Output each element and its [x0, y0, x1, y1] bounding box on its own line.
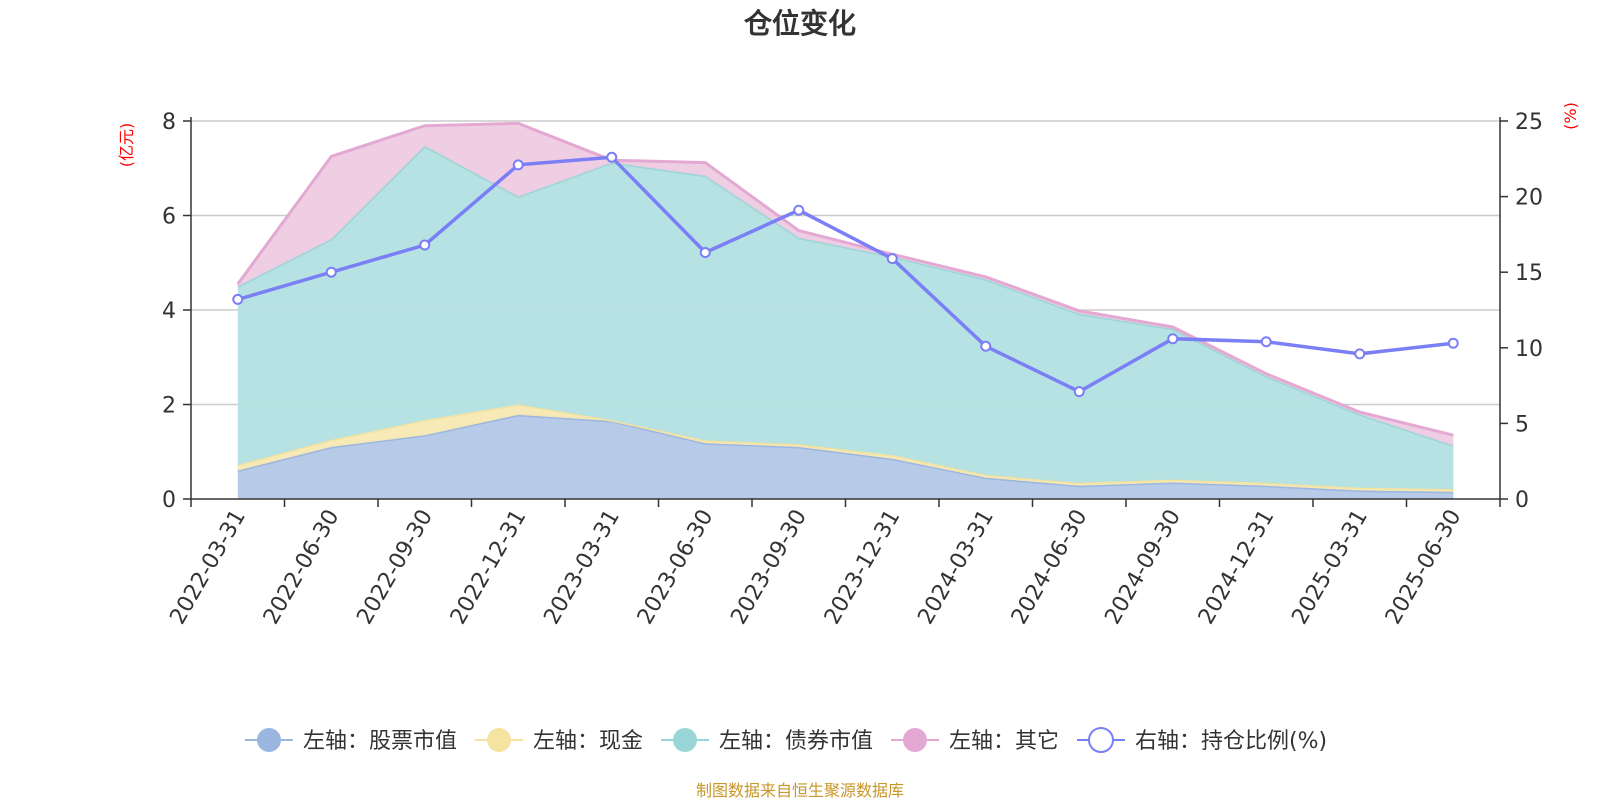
chart-title: 仓位变化	[744, 7, 856, 40]
ratio-point	[1073, 386, 1085, 398]
left-axis-tick-label: 8	[162, 110, 176, 135]
ratio-point	[512, 159, 524, 171]
x-axis-tick-label: 2022-06-30	[259, 506, 345, 629]
ratio-point	[1167, 333, 1179, 345]
legend-marker-3	[673, 728, 697, 752]
legend-marker-1	[257, 728, 281, 752]
legend-label-2: 左轴：现金	[533, 729, 643, 754]
x-axis-tick-label: 2025-03-31	[1287, 506, 1373, 629]
legend-label-3: 左轴：债券市值	[719, 729, 873, 754]
ratio-point	[793, 204, 805, 216]
area-series-4	[237, 123, 1454, 446]
ratio-point	[1447, 337, 1459, 349]
x-axis-tick-label: 2024-03-31	[913, 506, 999, 629]
x-axis-tick-label: 2025-06-30	[1381, 506, 1467, 629]
stacked-areas	[236, 121, 1454, 499]
right-axis-tick-label: 5	[1515, 412, 1529, 437]
ratio-point	[1354, 348, 1366, 360]
left-axis-tick-label: 0	[162, 488, 176, 513]
legend-label-1: 左轴：股票市值	[303, 729, 457, 754]
legend-label-5: 右轴：持仓比例(%)	[1135, 729, 1327, 754]
right-axis-tick-label: 25	[1515, 110, 1543, 135]
ratio-point	[232, 293, 244, 305]
legend-marker-5	[1088, 727, 1114, 753]
x-axis-tick-label: 2024-09-30	[1100, 506, 1186, 629]
left-axis-unit: (亿元)	[117, 123, 136, 168]
x-axis-tick-label: 2022-12-31	[446, 506, 532, 629]
ratio-point	[699, 247, 711, 259]
source-note: 制图数据来自恒生聚源数据库	[696, 781, 904, 800]
x-axis-tick-label: 2023-09-30	[726, 506, 812, 629]
x-axis-tick-label: 2023-03-31	[539, 506, 625, 629]
right-axis-tick-label: 20	[1515, 186, 1543, 211]
area-edge-series-4	[236, 121, 1454, 437]
legend-label-4: 左轴：其它	[949, 729, 1059, 754]
ratio-point	[1260, 336, 1272, 348]
ratio-line	[232, 151, 1459, 398]
right-axis-tick-label: 10	[1515, 337, 1543, 362]
x-axis-tick-label: 2022-03-31	[165, 506, 251, 629]
x-axis-tick-label: 2024-06-30	[1007, 506, 1093, 629]
x-axis-tick-label: 2023-12-31	[820, 506, 906, 629]
right-axis-unit: (%)	[1561, 102, 1580, 130]
ratio-point	[325, 266, 337, 278]
legend-marker-2	[487, 728, 511, 752]
x-axis-tick-label: 2022-09-30	[352, 506, 438, 629]
ratio-point	[886, 253, 898, 265]
area-series-1	[237, 414, 1454, 499]
right-axis-tick-label: 0	[1515, 488, 1529, 513]
ratio-point	[980, 340, 992, 352]
ratio-point	[419, 239, 431, 251]
left-axis-tick-label: 6	[162, 205, 176, 230]
legend: 左轴：股票市值 左轴：现金 左轴：债券市值 左轴：其它 右轴：持仓比例(%)	[245, 727, 1327, 754]
legend-marker-4	[903, 728, 927, 752]
ratio-line-path	[237, 155, 1454, 394]
area-series-3	[237, 146, 1454, 490]
x-axis-tick-label: 2023-06-30	[633, 506, 719, 629]
x-axis-tick-label: 2024-12-31	[1194, 506, 1280, 629]
ratio-point	[606, 151, 618, 163]
left-axis-tick-label: 4	[162, 299, 176, 324]
left-axis-tick-label: 2	[162, 394, 176, 419]
right-axis-tick-label: 15	[1515, 261, 1543, 286]
